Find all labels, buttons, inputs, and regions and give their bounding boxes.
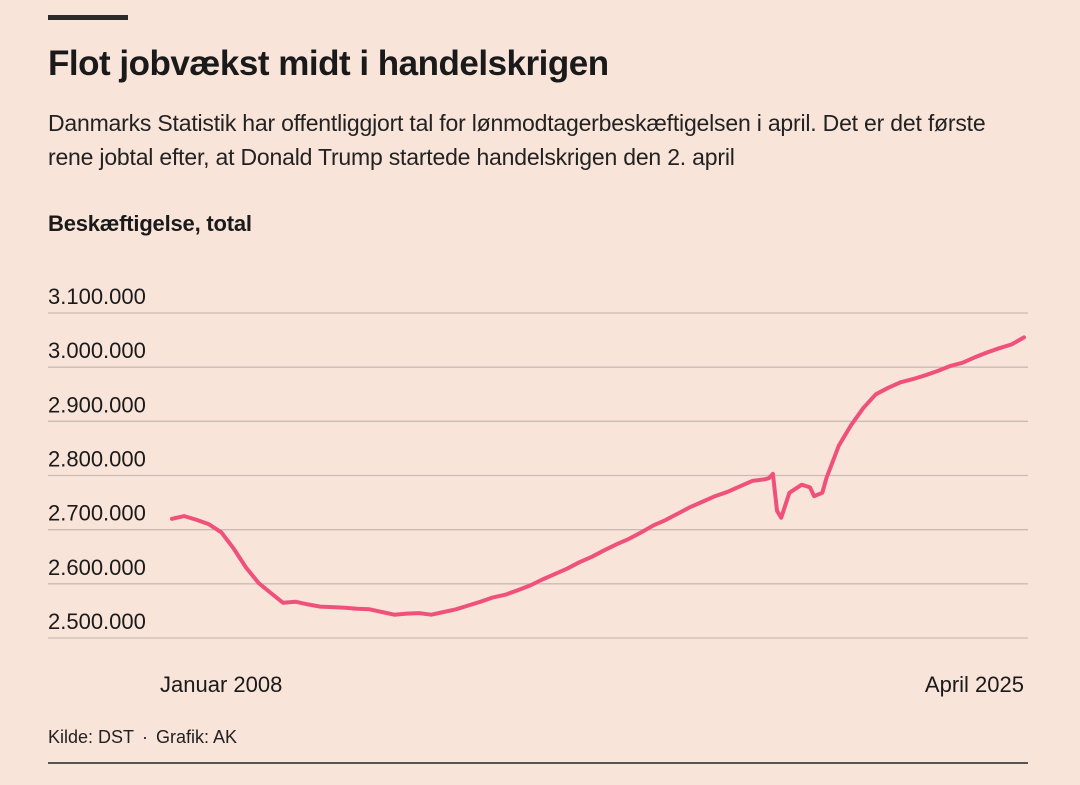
gridlines <box>48 312 1028 639</box>
chart-title: Flot jobvækst midt i handelskrigen <box>48 44 609 83</box>
y-tick-label: 2.700.000 <box>48 501 146 526</box>
source-text: Kilde: DST <box>48 727 135 747</box>
x-tick-label-start: Januar 2008 <box>160 672 282 697</box>
y-axis-label: Beskæftigelse, total <box>48 211 252 236</box>
top-rule <box>48 15 128 20</box>
footer: Kilde: DST · Grafik: AK <box>48 727 237 748</box>
series-line <box>170 335 1026 617</box>
y-tick-label: 2.500.000 <box>48 609 146 634</box>
credit-text: Grafik: AK <box>156 727 238 747</box>
y-axis-ticks: 2.500.000 2.600.000 2.700.000 2.800.000 2.90… <box>48 284 146 634</box>
footer-separator: · <box>142 727 149 747</box>
bottom-rule <box>48 762 1028 764</box>
x-tick-label-end: April 2025 <box>925 672 1024 697</box>
y-tick-label: 3.000.000 <box>48 338 146 363</box>
y-tick-label: 2.800.000 <box>48 447 146 472</box>
y-tick-label: 2.900.000 <box>48 392 146 417</box>
y-tick-label: 3.100.000 <box>48 284 146 309</box>
y-tick-label: 2.600.000 <box>48 555 146 580</box>
chart-subtitle: Danmarks Statistik har offentliggjort ta… <box>48 110 986 170</box>
